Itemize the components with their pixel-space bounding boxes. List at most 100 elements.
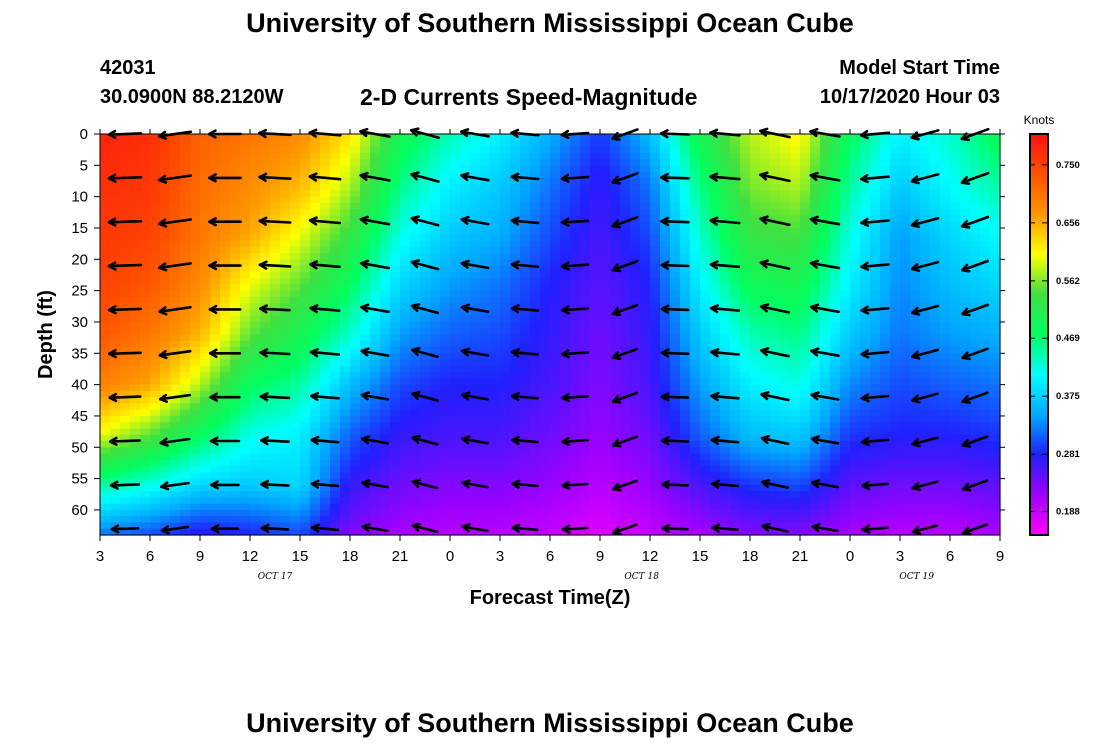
heatmap-cell — [430, 478, 441, 486]
heatmap-cell — [520, 453, 531, 461]
heatmap-cell — [500, 453, 511, 461]
heatmap-cell — [700, 159, 711, 166]
heatmap-cell — [210, 503, 221, 511]
heatmap-cell — [460, 146, 471, 154]
heatmap-cell — [560, 372, 571, 379]
heatmap-cell — [830, 378, 841, 386]
heatmap-cell — [830, 422, 841, 430]
heatmap-cell — [170, 403, 181, 411]
heatmap-cell — [110, 271, 121, 279]
heatmap-cell — [190, 253, 201, 260]
heatmap-cell — [100, 321, 111, 329]
heatmap-cell — [460, 516, 471, 524]
heatmap-cell — [200, 516, 211, 524]
heatmap-cell — [740, 459, 751, 467]
heatmap-cell — [310, 466, 321, 473]
heatmap-cell — [160, 409, 171, 417]
heatmap-cell — [620, 441, 631, 448]
heatmap-cell — [220, 365, 231, 373]
heatmap-cell — [200, 353, 211, 361]
heatmap-cell — [480, 415, 491, 423]
heatmap-cell — [210, 165, 221, 173]
heatmap-cell — [590, 190, 601, 198]
heatmap-cell — [710, 397, 721, 405]
heatmap-cell — [520, 478, 531, 486]
heatmap-cell — [580, 365, 591, 373]
heatmap-cell — [820, 209, 831, 217]
heatmap-cell — [360, 321, 371, 329]
heatmap-cell — [230, 528, 241, 536]
heatmap-cell — [150, 347, 161, 354]
heatmap-cell — [720, 397, 731, 405]
heatmap-cell — [380, 209, 391, 217]
heatmap-cell — [830, 522, 841, 530]
heatmap-cell — [400, 240, 411, 248]
heatmap-cell — [220, 447, 231, 455]
heatmap-cell — [310, 359, 321, 367]
heatmap-cell — [430, 253, 441, 260]
heatmap-cell — [570, 134, 581, 141]
heatmap-cell — [370, 184, 381, 191]
heatmap-cell — [450, 215, 461, 223]
heatmap-cell — [340, 397, 351, 405]
heatmap-cell — [560, 227, 571, 235]
heatmap-cell — [470, 353, 481, 361]
heatmap-cell — [620, 503, 631, 511]
heatmap-cell — [470, 347, 481, 354]
heatmap-cell — [550, 177, 561, 185]
heatmap-cell — [570, 528, 581, 536]
heatmap-cell — [260, 516, 271, 524]
heatmap-cell — [150, 234, 161, 242]
heatmap-cell — [650, 321, 661, 329]
heatmap-cell — [400, 353, 411, 361]
heatmap-cell — [220, 196, 231, 204]
heatmap-cell — [680, 397, 691, 405]
station-id: 42031 — [100, 57, 156, 79]
heatmap-cell — [280, 328, 291, 336]
heatmap-cell — [450, 321, 461, 329]
heatmap-cell — [130, 265, 141, 273]
heatmap-cell — [260, 159, 271, 166]
heatmap-cell — [850, 403, 861, 411]
heatmap-cell — [840, 296, 851, 304]
heatmap-cell — [280, 409, 291, 417]
heatmap-cell — [730, 196, 741, 204]
heatmap-cell — [590, 271, 601, 279]
heatmap-cell — [150, 422, 161, 430]
heatmap-cell — [440, 284, 451, 292]
heatmap-cell — [440, 209, 451, 217]
heatmap-cell — [380, 284, 391, 292]
heatmap-cell — [530, 484, 541, 492]
heatmap-cell — [150, 528, 161, 536]
heatmap-cell — [330, 246, 341, 254]
heatmap-cell — [440, 359, 451, 367]
heatmap-cell — [690, 397, 701, 405]
heatmap-cell — [130, 434, 141, 442]
heatmap-cell — [700, 466, 711, 473]
heatmap-cell — [360, 459, 371, 467]
heatmap-cell — [450, 415, 461, 423]
heatmap-cell — [250, 152, 261, 160]
heatmap-cell — [650, 171, 661, 179]
heatmap-cell — [810, 240, 821, 248]
heatmap-cell — [490, 334, 501, 342]
heatmap-cell — [200, 227, 211, 235]
heatmap-cell — [870, 503, 881, 511]
heatmap-cell — [630, 227, 641, 235]
heatmap-cell — [430, 227, 441, 235]
heatmap-cell — [140, 340, 151, 348]
heatmap-cell — [430, 491, 441, 499]
heatmap-cell — [100, 334, 111, 342]
heatmap-cell — [350, 165, 361, 173]
heatmap-cell — [740, 378, 751, 386]
heatmap-cell — [370, 290, 381, 298]
heatmap-cell — [390, 253, 401, 260]
heatmap-cell — [740, 472, 751, 480]
heatmap-cell — [150, 428, 161, 436]
heatmap-cell — [600, 397, 611, 405]
heatmap-cell — [530, 278, 541, 285]
heatmap-cell — [310, 202, 321, 210]
heatmap-cell — [270, 434, 281, 442]
heatmap-cell — [630, 428, 641, 436]
heatmap-cell — [580, 503, 591, 511]
